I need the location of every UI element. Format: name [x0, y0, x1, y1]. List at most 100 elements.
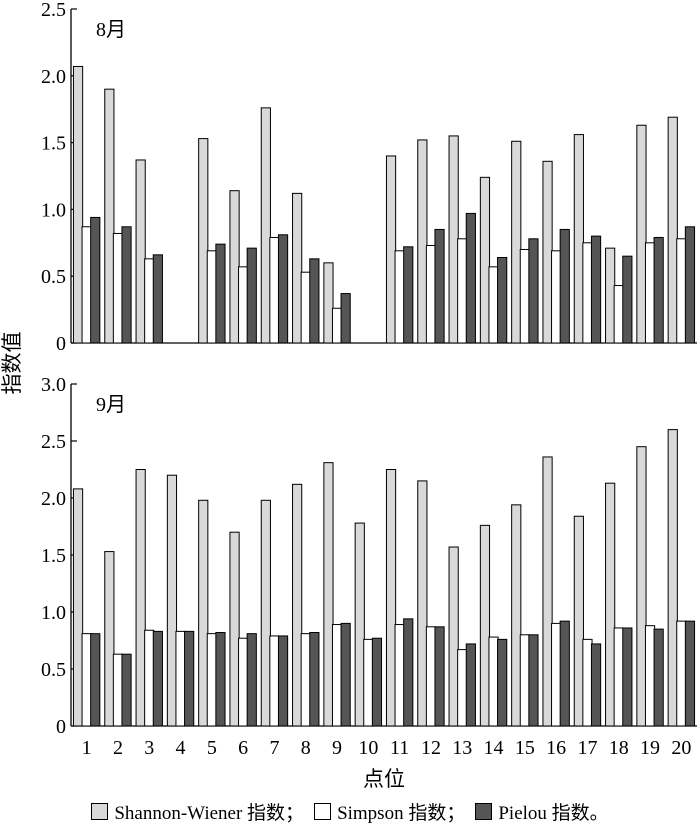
bar [559, 228, 570, 344]
x-tick-label: 8 [301, 737, 311, 759]
x-tick-label: 9 [332, 737, 342, 759]
bar [184, 630, 195, 727]
bar [425, 626, 437, 727]
bar [81, 226, 92, 344]
legend-label-pielou: Pielou 指数。 [498, 802, 609, 824]
bar [644, 625, 656, 727]
bar [457, 238, 468, 344]
bar [277, 635, 289, 727]
bar [260, 107, 271, 344]
x-tick-label: 1 [82, 737, 92, 759]
x-tick-label: 18 [609, 737, 629, 759]
bar [519, 248, 530, 344]
bar [354, 522, 365, 727]
bar [676, 620, 687, 727]
bar [90, 216, 101, 344]
x-tick-label: 13 [452, 737, 472, 759]
bar [613, 627, 624, 727]
bar [144, 629, 155, 727]
bar [309, 632, 320, 727]
bar [135, 469, 146, 727]
bar [497, 256, 508, 344]
x-tick-label: 11 [390, 737, 409, 759]
bar [653, 236, 664, 344]
bar [605, 482, 616, 727]
bar [394, 250, 405, 344]
bar [425, 244, 437, 344]
bar [479, 524, 491, 727]
bar [166, 474, 178, 727]
bar [434, 228, 445, 344]
x-tick-label: 12 [421, 737, 441, 759]
bar [434, 626, 445, 727]
bar [613, 285, 624, 344]
bar [403, 246, 414, 344]
bar [215, 243, 226, 344]
bar [246, 247, 257, 344]
bar [112, 232, 124, 344]
bar [309, 258, 320, 344]
bar [667, 116, 678, 344]
x-tick-label: 17 [577, 737, 597, 759]
y-tick-label: 1.5 [41, 133, 66, 155]
bar [497, 638, 508, 727]
bar [215, 632, 226, 727]
bar [104, 88, 115, 344]
panel-label: 9月 [96, 394, 126, 416]
x-tick-label: 14 [484, 737, 504, 759]
legend-swatch-simpson [314, 802, 332, 820]
bar [269, 236, 280, 344]
bar [488, 636, 499, 727]
bar [340, 293, 351, 344]
bar [457, 649, 468, 727]
y-tick-label: 1.0 [41, 602, 66, 624]
bar [292, 192, 303, 344]
bar [175, 630, 186, 727]
bar [385, 469, 397, 727]
x-tick-label: 7 [269, 737, 279, 759]
y-tick-label: 0 [56, 716, 66, 738]
bar [81, 633, 92, 727]
bar [238, 266, 249, 344]
x-tick-label: 6 [238, 737, 248, 759]
bar [206, 633, 217, 727]
bar [277, 234, 289, 344]
x-tick-label: 5 [207, 737, 217, 759]
bar [582, 242, 593, 344]
bar [684, 620, 696, 727]
bar [331, 307, 343, 344]
bar [511, 140, 522, 344]
bar [152, 254, 163, 344]
y-tick-label: 2.5 [41, 431, 66, 453]
bar [559, 620, 570, 727]
chart: 0 0.5 1.0 1.5 2.0 2.5 8月 0 0.5 1.0 1.5 2.0 2.5 3.0 9月 1… [0, 0, 697, 791]
bar [385, 155, 397, 344]
bar [528, 238, 539, 344]
y-tick-label: 2.0 [41, 66, 66, 88]
bar [104, 551, 115, 727]
bar [363, 638, 374, 727]
bar [90, 633, 101, 727]
legend-label-simpson: Simpson 指数； [337, 802, 466, 824]
legend-label-shannon: Shannon-Wiener 指数； [114, 802, 305, 824]
bar [528, 634, 539, 727]
legend-swatch-pielou [475, 802, 493, 820]
bar [448, 135, 459, 344]
bar [590, 643, 602, 727]
bar [331, 624, 343, 727]
bar [667, 429, 678, 727]
bar [229, 190, 240, 344]
bar [684, 226, 696, 344]
legend-swatch-shannon [91, 802, 109, 820]
bar [198, 499, 209, 727]
bar [246, 633, 257, 727]
bar [653, 628, 664, 727]
bar [519, 634, 530, 727]
x-tick-label: 20 [671, 737, 691, 759]
bar [300, 633, 311, 727]
bar [135, 159, 146, 344]
bar [417, 480, 428, 727]
bar [323, 262, 334, 344]
y-tick-label: 0.5 [41, 266, 66, 288]
bar [144, 258, 155, 344]
